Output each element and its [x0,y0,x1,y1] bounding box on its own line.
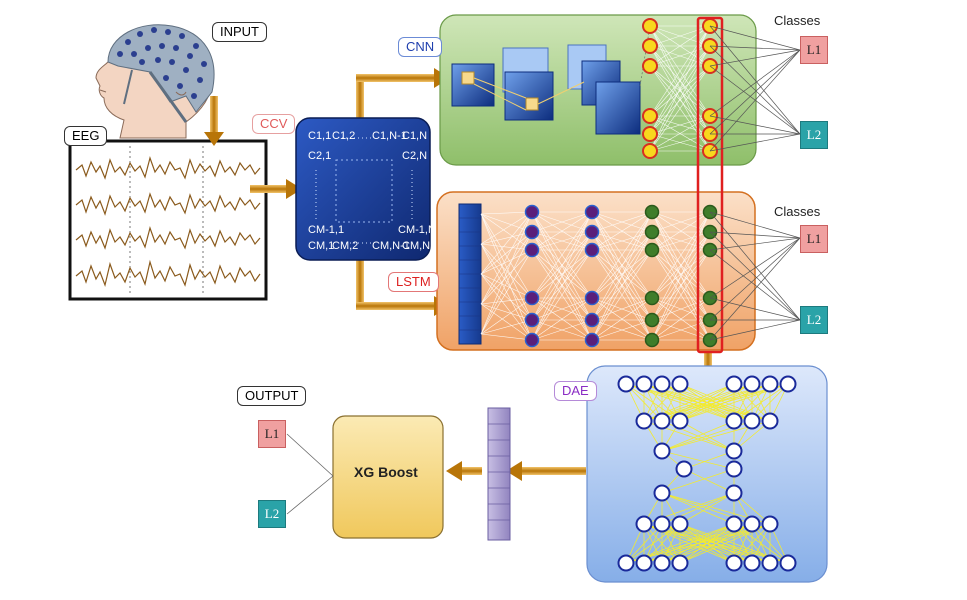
dae-neuron [671,412,689,430]
dae-neuron [653,515,671,533]
dae-neuron [743,375,761,393]
lstm-neuron [584,312,600,328]
feature-highlight-column [696,16,724,354]
dae-neuron [725,442,743,460]
class-connection-lines [709,25,801,341]
dae-neuron [761,375,779,393]
head-with-eeg-cap [95,24,215,139]
ccv-cell-cm1n: CM-1,N [398,224,436,236]
ccv-cell-cmn: CM,N [402,240,431,252]
dae-neuron [635,375,653,393]
dae-neuron [671,515,689,533]
class-l2-box-top: L2 [800,121,828,149]
dae-neuron [675,460,693,478]
input-label: INPUT [212,22,267,42]
cnn-neuron [642,143,658,159]
cnn-panel [439,14,757,166]
lstm-neuron [524,332,540,348]
ccv-cell-c2n: C2,N [402,150,428,162]
eeg-signal-panel [68,139,268,301]
dae-label: DAE [554,381,597,401]
dae-neuron [617,554,635,572]
lstm-neuron [644,204,660,220]
dae-neuron [653,375,671,393]
cnn-neuron [642,18,658,34]
dae-neuron [653,442,671,460]
eeg-label: EEG [64,126,108,146]
lstm-neuron [644,290,660,306]
xgboost-label: XG Boost [354,464,418,480]
dae-neuron [671,375,689,393]
dae-neuron [761,412,779,430]
dae-neuron [779,554,797,572]
output-l2-box: L2 [258,500,286,528]
dae-neuron [725,484,743,502]
ccv-cell-c11: C1,1 [308,130,332,142]
output-label: OUTPUT [237,386,307,406]
lstm-neuron [524,312,540,328]
cnn-label: CNN [398,37,443,57]
ccv-cell-cmn1: CM,N-1 [372,240,410,252]
dae-neuron [779,375,797,393]
ccv-cell-c1n: C1,N [402,130,428,142]
lstm-neuron [524,290,540,306]
lstm-neuron [524,204,540,220]
dae-neuron [761,554,779,572]
lstm-neuron [644,312,660,328]
output-connection-lines [286,433,334,515]
output-l1-box: L1 [258,420,286,448]
ccv-cell-c1n1: C1,N-1 [372,130,407,142]
dae-neuron [653,554,671,572]
dae-neuron [725,554,743,572]
ccv-cell-cm2: CM,2 [332,240,359,252]
class-l1-box-top: L1 [800,36,828,64]
lstm-neuron [644,224,660,240]
classes-label-bottom: Classes [774,204,821,219]
lstm-neuron [644,332,660,348]
dae-neuron [761,515,779,533]
dae-neuron [635,554,653,572]
lstm-neuron [584,204,600,220]
lstm-neuron [644,242,660,258]
lstm-label: LSTM [388,272,439,292]
dae-neuron [653,412,671,430]
cnn-neuron [642,58,658,74]
ccv-matrix-block [295,117,431,261]
dae-neuron [635,412,653,430]
feature-vector-bar [487,407,511,541]
dae-neuron [617,375,635,393]
lstm-neuron [584,242,600,258]
lstm-panel [436,191,756,351]
dae-neuron [743,412,761,430]
ccv-label: CCV [252,114,296,134]
lstm-neuron [584,332,600,348]
lstm-neuron [584,290,600,306]
lstm-neuron [584,224,600,240]
dae-neuron [743,554,761,572]
dae-neuron [725,412,743,430]
ccv-cell-c21: C2,1 [308,150,332,162]
class-l1-box-bottom: L1 [800,225,828,253]
ccv-cell-c12: C1,2 [332,130,356,142]
dae-neuron [725,460,743,478]
dae-neuron [635,515,653,533]
dae-neuron [653,484,671,502]
dae-neuron [725,515,743,533]
classes-label-top: Classes [774,13,821,28]
cnn-neuron [642,108,658,124]
class-l2-box-bottom: L2 [800,306,828,334]
dae-neuron [671,554,689,572]
cnn-neuron [642,38,658,54]
cnn-neuron [642,126,658,142]
xgboost-box [332,415,444,539]
ccv-cell-cm1: CM,1 [308,240,335,252]
dae-panel [586,365,828,583]
lstm-neuron [524,242,540,258]
dae-neuron [725,375,743,393]
ccv-cell-cm11: CM-1,1 [308,224,345,236]
lstm-neuron [524,224,540,240]
dae-neuron [743,515,761,533]
